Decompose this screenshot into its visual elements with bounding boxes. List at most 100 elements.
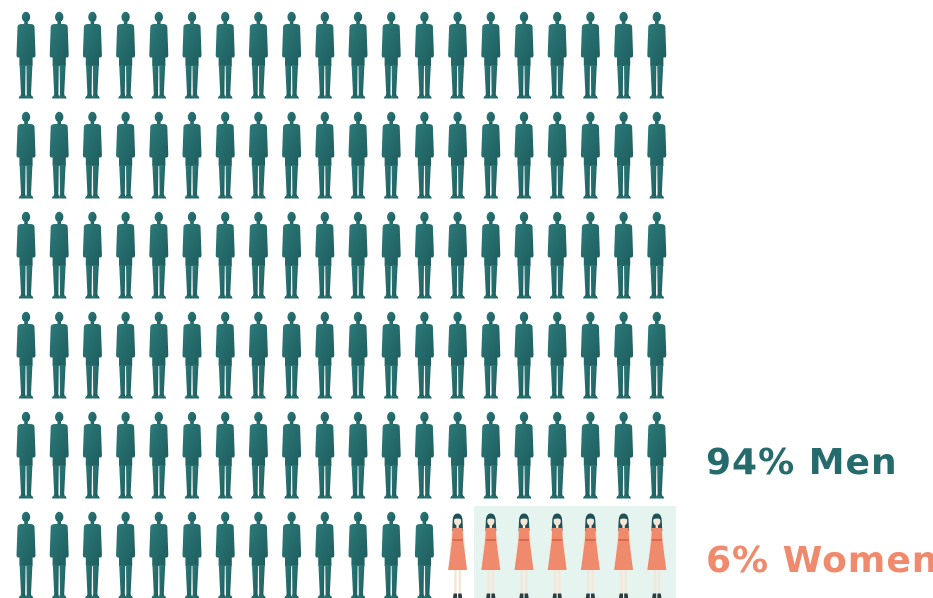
man-icon	[348, 511, 368, 598]
man-icon	[82, 211, 102, 299]
man-icon	[348, 11, 368, 99]
man-icon	[547, 311, 567, 399]
man-icon	[514, 311, 534, 399]
man-icon	[149, 411, 169, 499]
man-icon	[16, 411, 36, 499]
man-icon	[248, 211, 268, 299]
man-icon	[49, 511, 69, 598]
man-icon	[116, 111, 136, 199]
man-icon	[315, 311, 335, 399]
man-icon	[182, 111, 202, 199]
man-icon	[647, 311, 667, 399]
man-icon	[547, 211, 567, 299]
man-icon	[448, 11, 468, 99]
man-icon	[448, 411, 468, 499]
man-icon	[481, 411, 501, 499]
man-icon	[414, 511, 434, 598]
man-icon	[248, 511, 268, 598]
man-icon	[481, 111, 501, 199]
man-icon	[116, 11, 136, 99]
man-icon	[215, 211, 235, 299]
man-icon	[414, 211, 434, 299]
man-icon	[614, 211, 634, 299]
man-icon	[547, 411, 567, 499]
man-icon	[381, 211, 401, 299]
man-icon	[282, 311, 302, 399]
man-icon	[580, 11, 600, 99]
man-icon	[16, 311, 36, 399]
man-icon	[448, 311, 468, 399]
man-icon	[49, 11, 69, 99]
man-icon	[381, 11, 401, 99]
man-icon	[547, 111, 567, 199]
women-label: 6% Women	[706, 540, 933, 581]
man-icon	[149, 111, 169, 199]
man-icon	[149, 11, 169, 99]
man-icon	[647, 211, 667, 299]
man-icon	[348, 311, 368, 399]
man-icon	[116, 511, 136, 598]
man-icon	[614, 411, 634, 499]
man-icon	[481, 211, 501, 299]
man-icon	[580, 311, 600, 399]
man-icon	[49, 411, 69, 499]
man-icon	[16, 111, 36, 199]
man-icon	[414, 311, 434, 399]
man-icon	[215, 111, 235, 199]
man-icon	[481, 11, 501, 99]
man-icon	[215, 411, 235, 499]
man-icon	[282, 111, 302, 199]
man-icon	[381, 311, 401, 399]
man-icon	[580, 411, 600, 499]
man-icon	[647, 111, 667, 199]
man-icon	[414, 11, 434, 99]
man-icon	[182, 211, 202, 299]
man-icon	[315, 511, 335, 598]
man-icon	[149, 311, 169, 399]
man-icon	[49, 111, 69, 199]
man-icon	[315, 411, 335, 499]
man-icon	[182, 411, 202, 499]
man-icon	[547, 11, 567, 99]
man-icon	[82, 411, 102, 499]
man-icon	[448, 211, 468, 299]
man-icon	[82, 11, 102, 99]
man-icon	[282, 411, 302, 499]
man-icon	[49, 311, 69, 399]
man-icon	[16, 511, 36, 598]
woman-icon	[448, 513, 468, 598]
man-icon	[580, 111, 600, 199]
man-icon	[182, 311, 202, 399]
man-icon	[215, 11, 235, 99]
man-icon	[315, 111, 335, 199]
man-icon	[116, 411, 136, 499]
man-icon	[248, 111, 268, 199]
man-icon	[614, 11, 634, 99]
man-icon	[647, 11, 667, 99]
man-icon	[282, 11, 302, 99]
man-icon	[215, 511, 235, 598]
man-icon	[149, 211, 169, 299]
man-icon	[82, 111, 102, 199]
man-icon	[248, 411, 268, 499]
man-icon	[381, 511, 401, 598]
man-icon	[481, 311, 501, 399]
man-icon	[315, 11, 335, 99]
man-icon	[282, 511, 302, 598]
man-icon	[248, 11, 268, 99]
man-icon	[614, 111, 634, 199]
man-icon	[381, 411, 401, 499]
man-icon	[116, 211, 136, 299]
man-icon	[315, 211, 335, 299]
man-icon	[348, 211, 368, 299]
man-icon	[514, 11, 534, 99]
man-icon	[414, 111, 434, 199]
man-icon	[381, 111, 401, 199]
man-icon	[82, 511, 102, 598]
man-icon	[348, 411, 368, 499]
man-icon	[215, 311, 235, 399]
man-icon	[647, 411, 667, 499]
man-icon	[348, 111, 368, 199]
man-icon	[149, 511, 169, 598]
